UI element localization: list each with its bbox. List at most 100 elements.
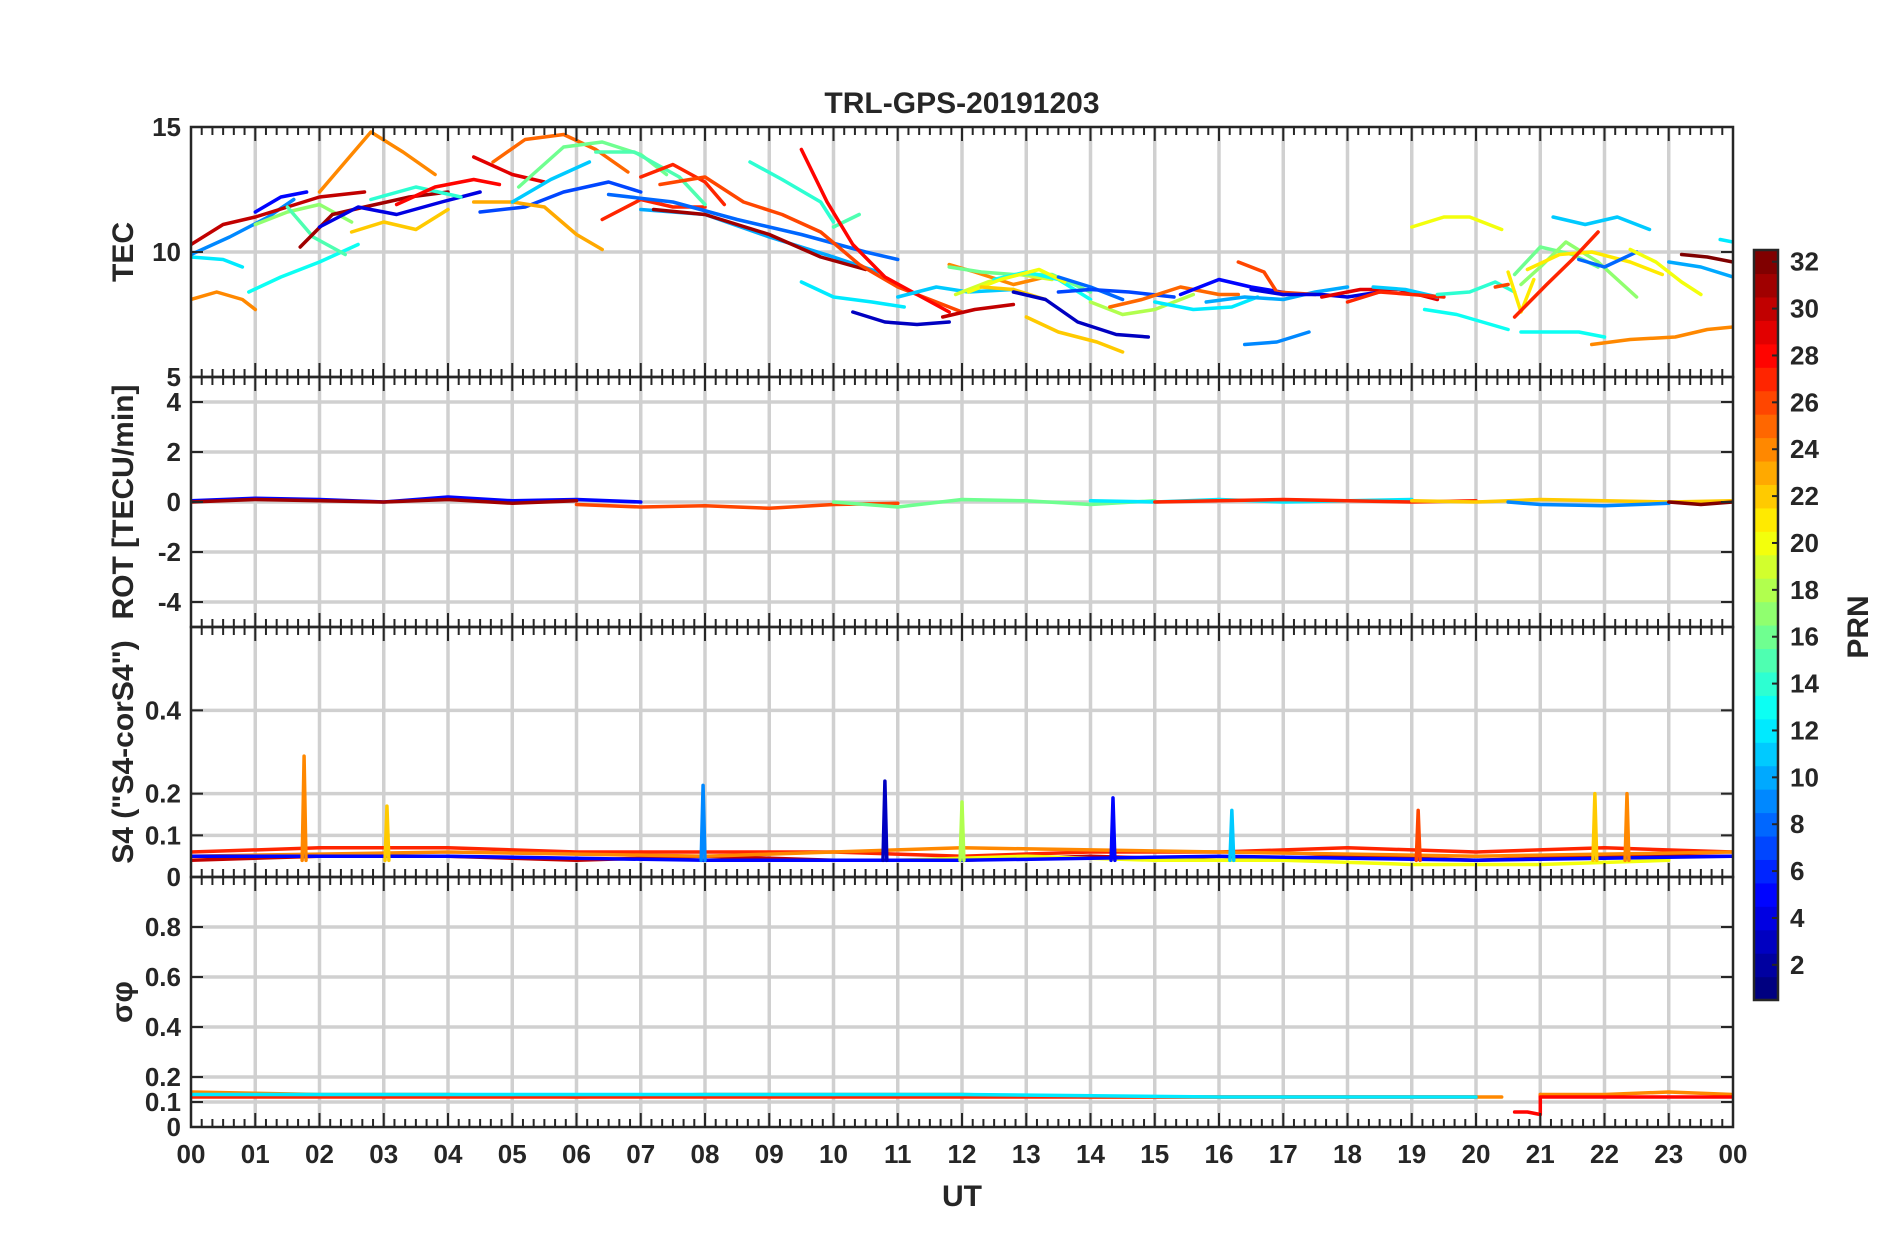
y-tick-label: -2: [158, 537, 181, 567]
series-line-prn-23: [471, 200, 604, 252]
x-tick-label: 09: [755, 1139, 784, 1169]
series-line-prn-12: [191, 255, 245, 269]
colorbar-tick-label: 14: [1790, 669, 1819, 699]
series-line-prn-15: [285, 205, 347, 257]
x-tick-label: 15: [1140, 1139, 1169, 1169]
series-group: [191, 130, 1733, 354]
colorbar-segment: [1754, 367, 1778, 392]
series-line-prn-25: [491, 132, 630, 174]
x-tick-label: 18: [1333, 1139, 1362, 1169]
series-line-prn-12: [1153, 295, 1260, 312]
series-line-prn-31: [651, 207, 868, 272]
x-tick-label: 07: [626, 1139, 655, 1169]
colorbar-tick-label: 18: [1790, 575, 1819, 605]
chart-title: TRL-GPS-20191203: [824, 87, 1099, 120]
y-axis-label-tec: TEC: [107, 222, 140, 282]
y-tick-label: 0: [167, 487, 181, 517]
colorbar-segment: [1754, 976, 1778, 1001]
series-line-prn-27: [1512, 230, 1600, 319]
x-tick-label: 00: [177, 1139, 206, 1169]
series-line-prn-17: [1519, 240, 1639, 299]
series-line-prn-9: [1506, 500, 1671, 508]
colorbar-tick-label: 10: [1790, 762, 1819, 792]
series-line-prn-16: [831, 497, 1157, 509]
panel-sigma: 00.10.2 0.4 0.6 0.8 σφ: [106, 875, 1735, 1142]
x-tick-label: 03: [369, 1139, 398, 1169]
series-line-prn-25: [1108, 285, 1241, 309]
colorbar-tick-label: 28: [1790, 340, 1819, 370]
series-line-prn-13: [1422, 307, 1510, 332]
colorbar-tick-label: 24: [1790, 434, 1819, 464]
series-line-prn-9: [191, 197, 296, 257]
series-line-prn-32: [1679, 252, 1733, 264]
series-line-prn-12: [1718, 237, 1733, 244]
colorbar-segment: [1754, 695, 1778, 720]
x-tick-label: 08: [691, 1139, 720, 1169]
series-line-prn-9: [1242, 330, 1311, 347]
series-line-prn-5: [253, 190, 309, 214]
colorbar-tick-label: 20: [1790, 528, 1819, 558]
y-tick-label: 0: [167, 862, 181, 892]
colorbar-label: PRN: [1842, 595, 1875, 658]
x-tick-label: 22: [1590, 1139, 1619, 1169]
y-tick-label: 10: [152, 237, 181, 267]
panel-s4: 0 0.1 0.2 0.4S4 ("S4-corS4"): [107, 625, 1735, 892]
series-line-prn-28: [1512, 1092, 1543, 1117]
x-tick-label: 19: [1397, 1139, 1426, 1169]
series-group: [191, 1090, 1733, 1117]
colorbar-tick-label: 22: [1790, 481, 1819, 511]
y-tick-label: 4: [167, 387, 182, 417]
spike-prn-24: [300, 754, 308, 863]
series-line-prn-28: [799, 147, 951, 314]
colorbar-tick-label: 8: [1790, 809, 1804, 839]
y-tick-label: -4: [158, 587, 182, 617]
series-line-prn-12: [191, 1092, 1478, 1099]
spike-prn-24: [1623, 791, 1631, 863]
spike-prn-22: [1591, 791, 1599, 863]
x-tick-label: 17: [1269, 1139, 1298, 1169]
series-line-prn-18: [1088, 292, 1196, 317]
series-line-prn-7: [478, 180, 643, 214]
series-line-prn-28: [394, 177, 502, 207]
y-tick-label: 2: [167, 437, 181, 467]
x-axis-label: UT: [942, 1180, 982, 1213]
colorbar-tick-label: 12: [1790, 715, 1819, 745]
series-line-prn-27: [191, 846, 1733, 858]
series-line-prn-3: [1011, 290, 1151, 339]
series-line-prn-8: [1577, 250, 1639, 269]
series-line-prn-11: [1551, 215, 1652, 232]
series-line-prn-8: [606, 192, 900, 262]
colorbar-segment: [1754, 789, 1778, 814]
series-line-prn-12: [799, 280, 906, 309]
colorbar-tick-label: 4: [1790, 903, 1805, 933]
x-tick-label: 02: [305, 1139, 334, 1169]
x-tick-label: 16: [1205, 1139, 1234, 1169]
series-line-prn-20: [1628, 247, 1703, 297]
x-tick-label: 21: [1526, 1139, 1555, 1169]
series-line-prn-24: [1538, 1090, 1733, 1097]
series-line-prn-27: [1345, 290, 1446, 304]
series-line-prn-29: [471, 155, 547, 184]
colorbar-tick-label: 30: [1790, 294, 1819, 324]
colorbar-segment: [1754, 273, 1778, 298]
colorbar-tick-label: 32: [1790, 247, 1819, 277]
colorbar-segment: [1754, 460, 1778, 485]
colorbar-segment: [1754, 648, 1778, 673]
series-line-prn-30: [940, 302, 1016, 319]
x-tick-label: 06: [562, 1139, 591, 1169]
series-line-prn-13: [247, 242, 360, 294]
series-line-prn-30: [191, 190, 367, 247]
y-axis-label-s4: S4 ("S4-corS4"): [107, 640, 140, 864]
panel-rot: -4 -2 0 2 4 ROT [TECU/min]: [107, 375, 1735, 629]
colorbar-segment: [1754, 882, 1778, 907]
colorbar-segment: [1754, 835, 1778, 860]
colorbar-segment: [1754, 320, 1778, 345]
series-line-prn-15: [594, 150, 707, 207]
y-tick-label: 0.8: [145, 912, 181, 942]
series-line-prn-3: [851, 310, 951, 327]
colorbar-tick-label: 16: [1790, 622, 1819, 652]
y-tick-label: 0.4: [145, 695, 182, 725]
